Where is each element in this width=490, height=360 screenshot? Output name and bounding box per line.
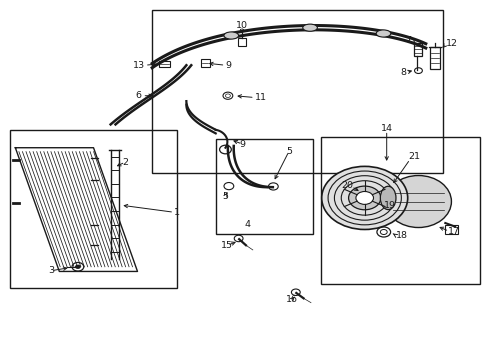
Bar [216,139,314,234]
Ellipse shape [224,32,239,39]
Circle shape [224,183,234,190]
Circle shape [234,235,243,242]
Text: 8: 8 [400,68,406,77]
Text: 12: 12 [446,39,458,48]
Circle shape [220,145,231,154]
Circle shape [72,262,84,271]
Circle shape [376,208,388,217]
Circle shape [356,192,373,204]
Bar [159,60,170,67]
Bar [430,47,441,69]
Text: 20: 20 [342,181,354,190]
Text: 6: 6 [135,91,142,100]
Text: 18: 18 [395,231,408,240]
Bar [321,137,480,284]
Ellipse shape [376,30,391,37]
Text: 19: 19 [384,201,395,210]
Ellipse shape [303,24,318,31]
Text: 16: 16 [286,294,298,303]
Circle shape [75,265,81,269]
Text: 5: 5 [286,147,292,156]
Text: 5: 5 [222,192,228,201]
Circle shape [223,92,233,99]
Bar [414,42,422,56]
Bar [201,59,210,67]
Text: 3: 3 [48,266,54,275]
Bar [445,225,458,234]
Circle shape [348,186,381,210]
Text: 14: 14 [381,123,392,132]
Bar [238,38,246,45]
Text: 21: 21 [409,152,420,161]
Circle shape [292,289,300,296]
Text: 13: 13 [133,61,145,70]
Circle shape [415,68,422,73]
Circle shape [269,183,278,190]
Bar [152,10,443,173]
Text: 9: 9 [225,61,231,70]
Circle shape [322,166,408,229]
Ellipse shape [380,186,396,210]
Text: 11: 11 [255,93,267,102]
Text: 15: 15 [221,241,233,250]
Bar [10,130,176,288]
Text: 10: 10 [236,21,248,30]
Text: 1: 1 [174,208,180,217]
Circle shape [377,227,391,237]
Text: 2: 2 [122,158,128,167]
Text: 17: 17 [448,228,460,237]
Text: 7: 7 [405,36,411,45]
Text: 4: 4 [245,220,251,229]
Ellipse shape [386,176,451,228]
Text: 9: 9 [240,140,245,149]
